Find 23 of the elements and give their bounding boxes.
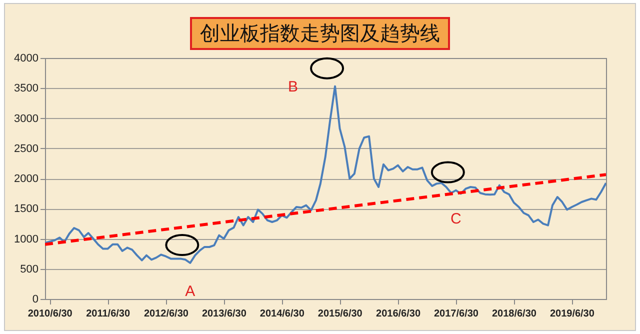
x-tick-label: 2019/6/30 xyxy=(550,308,595,320)
y-tick-label: 2500 xyxy=(14,142,38,155)
x-tick-label: 2010/6/30 xyxy=(28,308,73,320)
x-tick-label: 2018/6/30 xyxy=(492,308,537,320)
y-tick-label: 1500 xyxy=(14,203,38,216)
x-tick-label: 2014/6/30 xyxy=(260,308,305,320)
y-tick-label: 2000 xyxy=(14,173,38,185)
y-tick-label: 3000 xyxy=(14,112,38,125)
annotation: B xyxy=(288,78,298,96)
x-tick-label: 2015/6/30 xyxy=(318,308,363,320)
x-tick-label: 2011/6/30 xyxy=(86,308,130,320)
annotation: A xyxy=(185,282,196,300)
x-tick-label: 2012/6/30 xyxy=(144,308,189,320)
y-tick-label: 3500 xyxy=(14,82,38,95)
x-tick-label: 2017/6/30 xyxy=(434,308,479,320)
x-tick-label: 2016/6/30 xyxy=(376,308,421,320)
annotation: C xyxy=(450,210,462,228)
y-tick-label: 0 xyxy=(32,294,38,306)
y-tick-label: 500 xyxy=(20,263,38,276)
y-tick-label: 1000 xyxy=(14,233,38,246)
y-tick-label: 4000 xyxy=(14,52,38,64)
x-tick-label: 2013/6/30 xyxy=(202,308,247,320)
chart-title: 创业板指数走势图及趋势线 xyxy=(190,17,450,50)
